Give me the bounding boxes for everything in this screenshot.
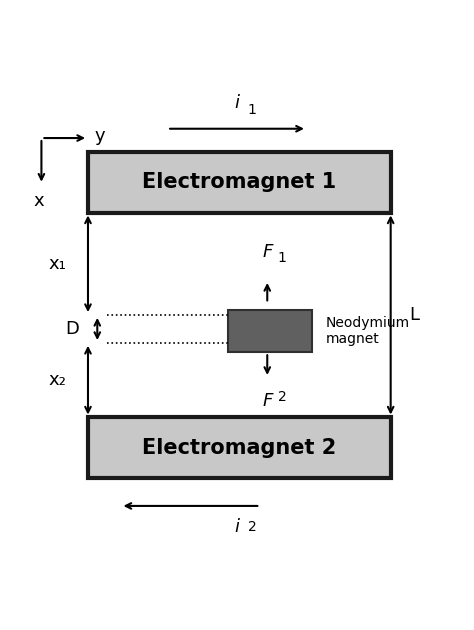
Text: L: L — [409, 306, 419, 324]
Text: F: F — [262, 243, 273, 261]
Text: F: F — [262, 392, 273, 410]
Text: x₂: x₂ — [49, 371, 67, 389]
Text: Electromagnet 2: Electromagnet 2 — [142, 438, 337, 458]
FancyBboxPatch shape — [88, 152, 391, 212]
Text: x: x — [34, 192, 45, 210]
FancyBboxPatch shape — [228, 311, 311, 352]
Text: Neodymium
magnet: Neodymium magnet — [326, 316, 410, 346]
Text: Electromagnet 1: Electromagnet 1 — [142, 172, 337, 192]
Text: 2: 2 — [277, 389, 286, 403]
Text: 1: 1 — [277, 251, 286, 265]
Text: y: y — [95, 127, 106, 145]
Text: 2: 2 — [248, 520, 256, 534]
Text: i: i — [235, 518, 239, 536]
FancyBboxPatch shape — [88, 418, 391, 478]
Text: 1: 1 — [248, 103, 256, 117]
Text: i: i — [235, 94, 239, 112]
Text: x₁: x₁ — [49, 255, 67, 273]
Text: D: D — [65, 320, 79, 338]
